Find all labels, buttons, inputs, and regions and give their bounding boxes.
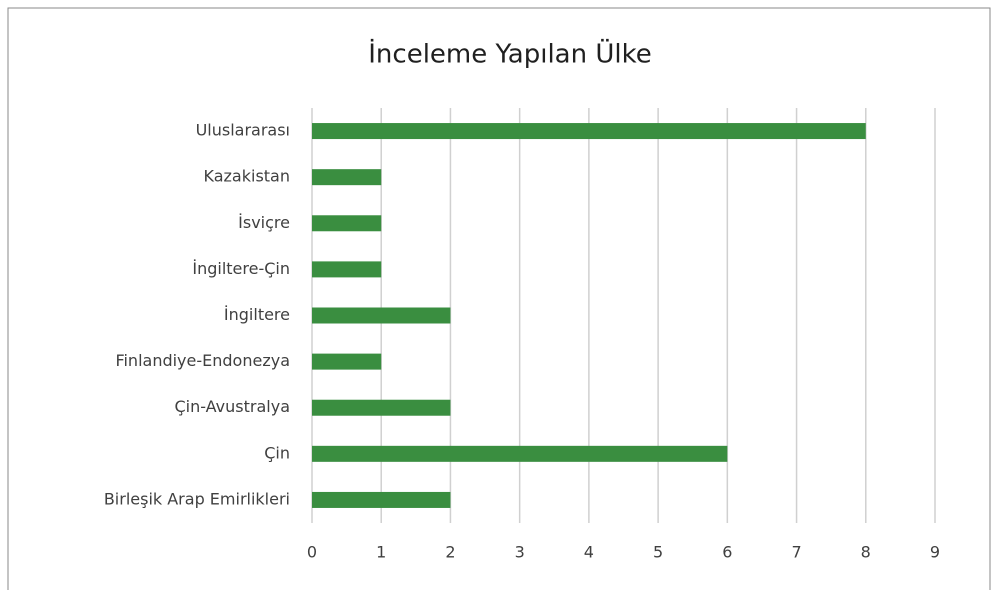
x-tick-label: 5 xyxy=(653,543,663,562)
y-tick-label: Birleşik Arap Emirlikleri xyxy=(104,489,290,508)
x-tick-label: 4 xyxy=(584,543,594,562)
x-tick-label: 7 xyxy=(791,543,801,562)
bar xyxy=(312,353,382,370)
chart-title: İnceleme Yapılan Ülke xyxy=(368,38,652,70)
x-tick-label: 1 xyxy=(376,543,386,562)
bar xyxy=(312,215,382,232)
bar xyxy=(312,445,728,462)
bar xyxy=(312,123,866,140)
bar xyxy=(312,399,451,416)
y-tick-label: İngiltere xyxy=(224,305,290,324)
bar xyxy=(312,491,451,508)
x-tick-label: 3 xyxy=(515,543,525,562)
y-tick-label: İsviçre xyxy=(238,213,290,232)
x-tick-label: 2 xyxy=(445,543,455,562)
y-tick-label: Finlandiye-Endonezya xyxy=(115,351,290,370)
bar xyxy=(312,307,451,324)
bar xyxy=(312,169,382,186)
y-tick-label: Çin xyxy=(264,443,290,462)
y-tick-label: Uluslararası xyxy=(196,121,290,140)
x-tick-label: 9 xyxy=(930,543,940,562)
bar xyxy=(312,261,382,278)
y-tick-label: Çin-Avustralya xyxy=(174,397,290,416)
x-tick-label: 6 xyxy=(722,543,732,562)
x-tick-label: 8 xyxy=(861,543,871,562)
y-tick-label: Kazakistan xyxy=(204,167,290,186)
chart-frame xyxy=(7,7,991,590)
x-tick-label: 0 xyxy=(307,543,317,562)
y-tick-label: İngiltere-Çin xyxy=(192,259,290,278)
